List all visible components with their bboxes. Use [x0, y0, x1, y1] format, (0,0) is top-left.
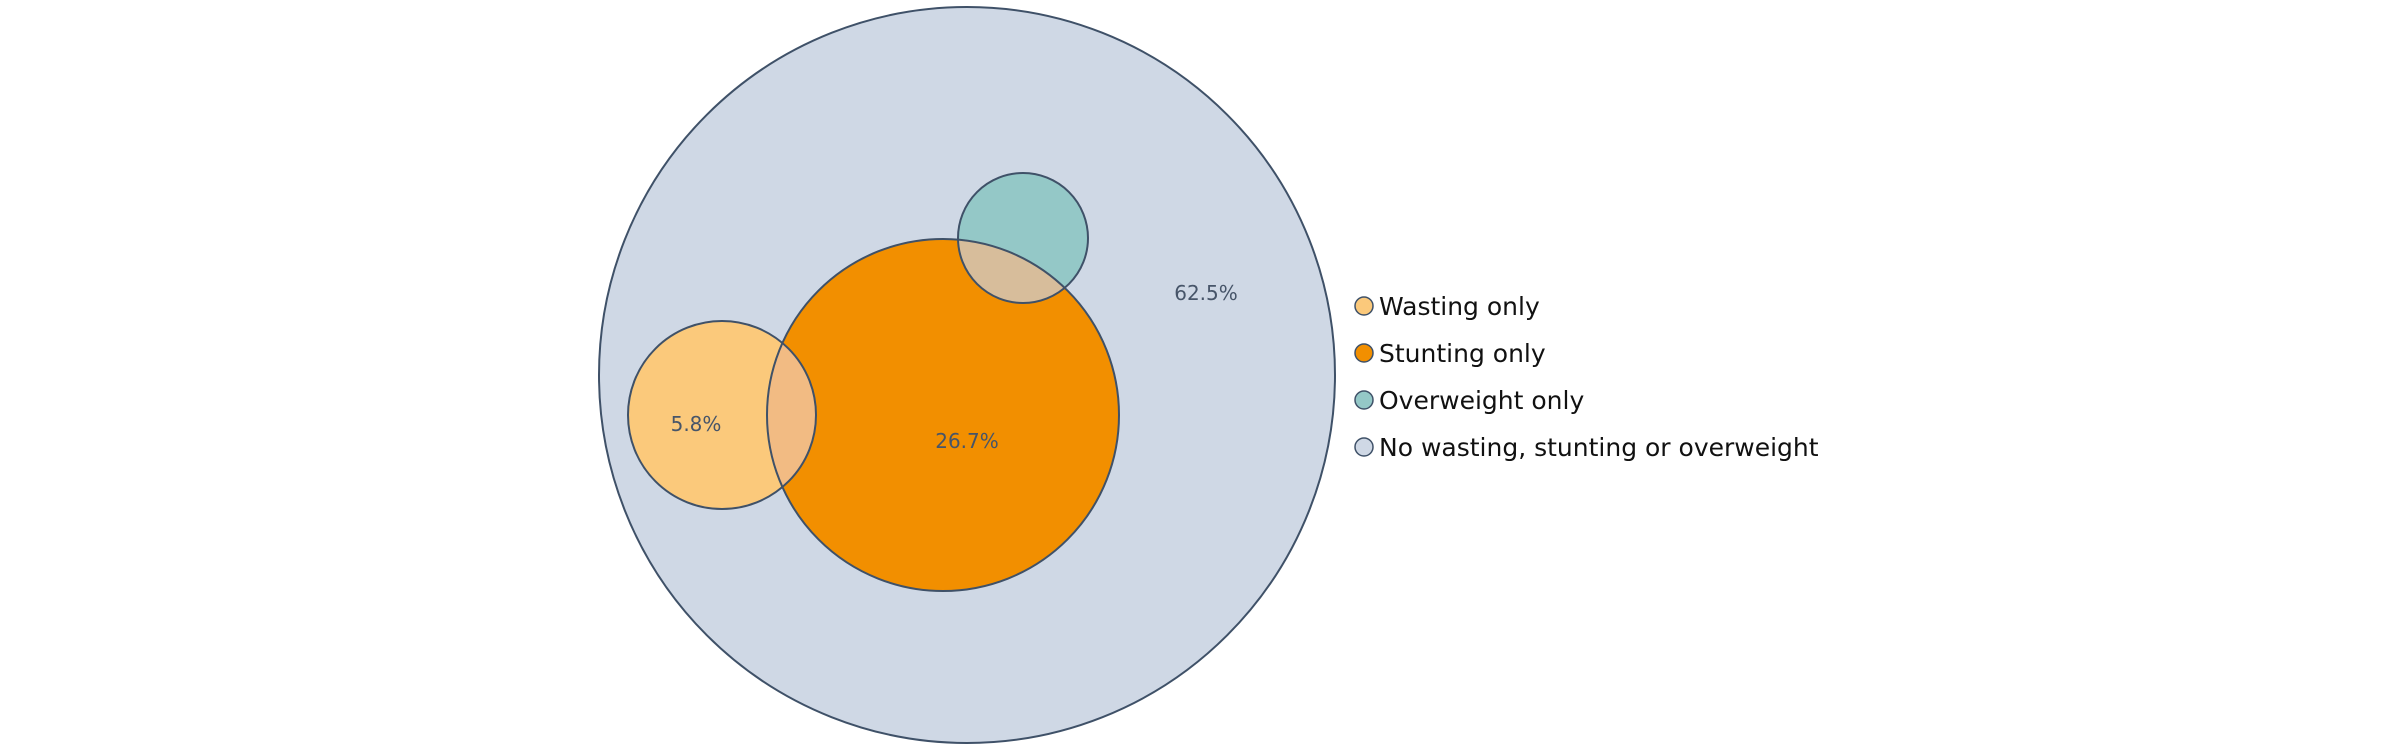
legend-label-no-condition: No wasting, stunting or overweight — [1379, 433, 1819, 462]
circle-wasting — [628, 321, 816, 509]
circle-stunting — [767, 239, 1119, 591]
region-label-stunting: 26.7% — [935, 429, 999, 453]
legend-item-overweight: Overweight only — [1354, 386, 1584, 415]
legend-label-stunting: Stunting only — [1379, 339, 1546, 368]
legend-swatch-wasting — [1354, 296, 1374, 316]
legend-item-no-condition: No wasting, stunting or overweight — [1354, 433, 1819, 462]
region-label-wasting: 5.8% — [671, 412, 722, 436]
region-label-no-condition: 62.5% — [1174, 281, 1238, 305]
legend-label-overweight: Overweight only — [1379, 386, 1584, 415]
legend-swatch-no-condition — [1354, 437, 1374, 457]
outline-no-condition — [598, 6, 1336, 744]
legend-swatch-stunting — [1354, 343, 1374, 363]
legend-item-stunting: Stunting only — [1354, 339, 1546, 368]
legend: Wasting only Stunting only Overweight on… — [1354, 292, 1819, 462]
outline-wasting — [627, 320, 817, 510]
legend-swatch-overweight — [1354, 390, 1374, 410]
legend-label-wasting: Wasting only — [1379, 292, 1540, 321]
legend-item-wasting: Wasting only — [1354, 292, 1540, 321]
outline-stunting — [766, 238, 1120, 592]
outline-overweight — [957, 172, 1089, 304]
outlines — [598, 6, 1336, 744]
